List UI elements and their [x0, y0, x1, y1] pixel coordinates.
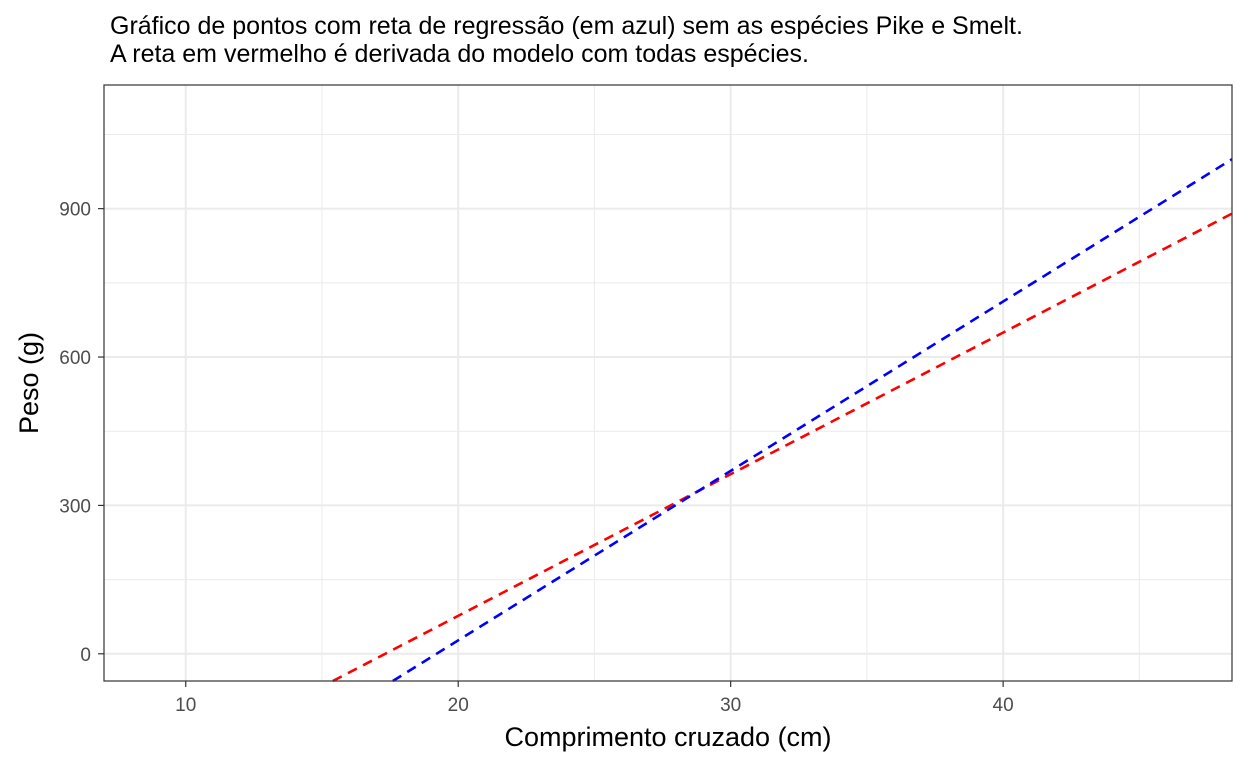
y-tick-label: 0 — [80, 645, 91, 666]
x-tick-label: 10 — [175, 695, 196, 716]
y-tick-label: 300 — [59, 496, 91, 517]
y-tick-label: 600 — [59, 348, 91, 369]
x-axis-title: Comprimento cruzado (cm) — [504, 722, 831, 752]
plot-panel-border — [103, 84, 1233, 682]
x-tick-label: 30 — [720, 695, 741, 716]
y-tick-label: 900 — [59, 200, 91, 221]
series-lines — [332, 158, 1233, 683]
y-axis-title: Peso (g) — [14, 332, 44, 434]
chart-title-line-1: Gráfico de pontos com reta de regressão … — [110, 12, 1023, 40]
chart-title-line-2: A reta em vermelho é derivada do modelo … — [110, 40, 809, 68]
regression-line-2 — [392, 158, 1233, 683]
plot-panel-background — [104, 85, 1232, 681]
x-tick-label: 40 — [993, 695, 1014, 716]
axis-ticks: 10 20 30 40 0 300 600 900 — [59, 200, 1013, 716]
x-tick-label: 20 — [448, 695, 469, 716]
